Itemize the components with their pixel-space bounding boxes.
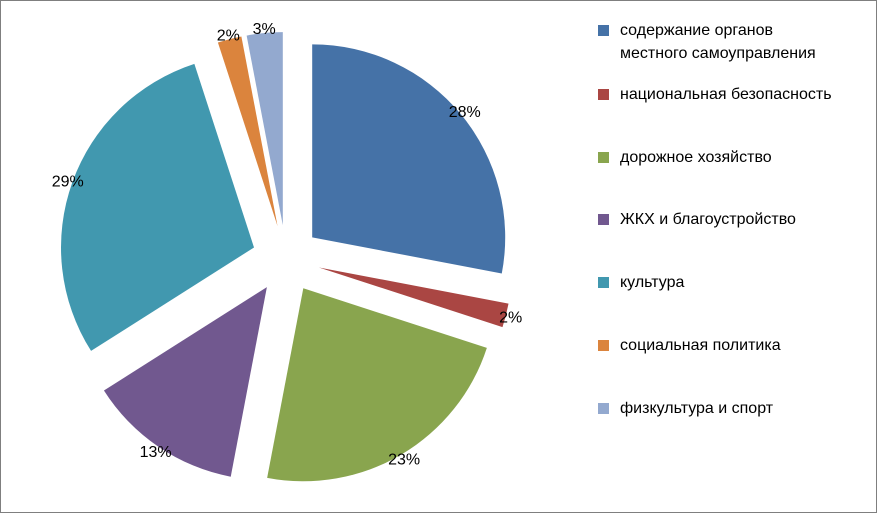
legend-swatch — [598, 403, 609, 414]
legend-swatch — [598, 340, 609, 351]
slice-percent-label: 23% — [388, 452, 420, 469]
legend-label: дорожное хозяйство — [620, 149, 772, 166]
slice-percent-label: 2% — [499, 310, 522, 327]
legend-swatch — [598, 214, 609, 225]
pie-slice — [267, 288, 487, 482]
pie-slice — [246, 32, 283, 226]
legend-label: национальная безопасность — [620, 86, 832, 103]
pie-slice — [61, 63, 255, 351]
pie-slice — [103, 287, 267, 477]
legend-label: физкультура и спорт — [620, 400, 774, 417]
pie-slice — [318, 267, 509, 328]
legend-swatch — [598, 277, 609, 288]
pie-slice — [217, 36, 278, 227]
slice-percent-label: 3% — [253, 21, 276, 38]
legend-label: ЖКХ и благоустройство — [620, 211, 796, 228]
slice-percent-label: 29% — [52, 173, 84, 190]
legend-swatch — [598, 152, 609, 163]
legend-swatch — [598, 25, 609, 36]
slice-percent-label: 2% — [217, 27, 240, 44]
legend-label: содержание органов местного самоуправлен… — [620, 22, 816, 62]
legend-label: культура — [620, 274, 685, 291]
legend-swatch — [598, 89, 609, 100]
legend-label: социальная политика — [620, 337, 781, 354]
slice-percent-label: 13% — [140, 444, 172, 461]
pie-slice — [312, 44, 506, 274]
slice-percent-label: 28% — [449, 104, 481, 121]
